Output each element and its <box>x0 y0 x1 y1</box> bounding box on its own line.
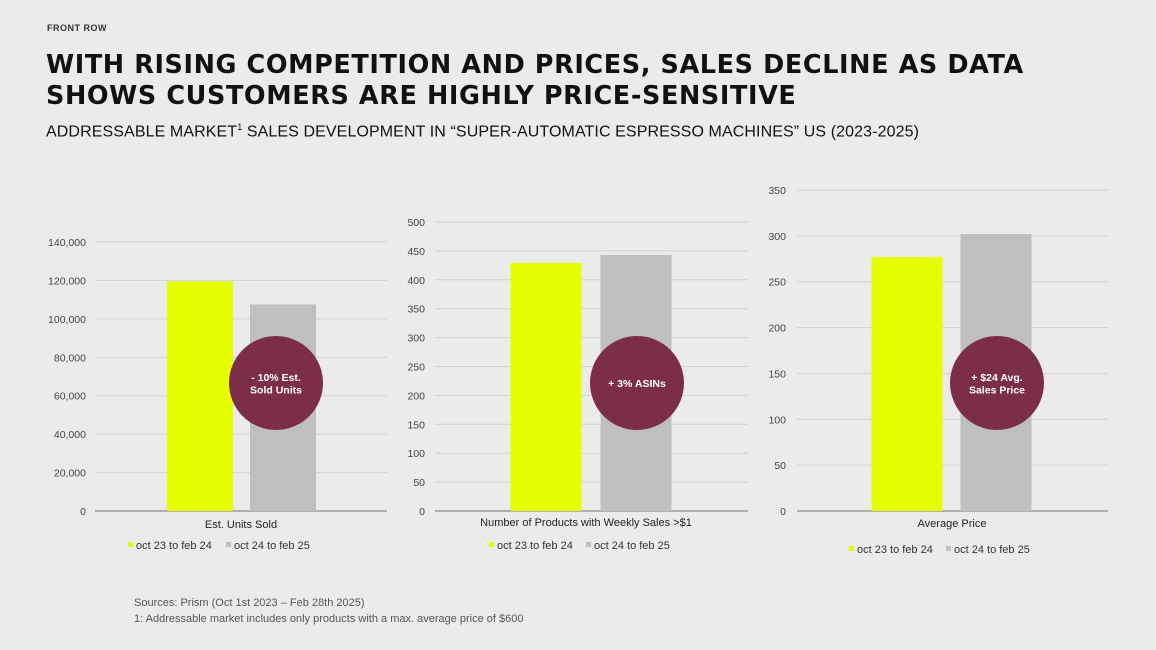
y-tick-label: 120,000 <box>48 275 86 287</box>
y-tick-label: 60,000 <box>54 391 86 403</box>
brand-label: FRONT ROW <box>47 23 107 33</box>
bar-oct23-feb24 <box>510 263 582 511</box>
legend-label: oct 24 to feb 25 <box>954 544 1030 556</box>
legend-swatch <box>489 542 494 547</box>
sources-note: Sources: Prism (Oct 1st 2023 – Feb 28th … <box>134 597 365 609</box>
annotation-circle <box>590 336 684 430</box>
y-tick-label: 300 <box>407 333 425 345</box>
y-tick-label: 40,000 <box>54 429 86 441</box>
y-tick-label: 0 <box>780 506 786 518</box>
market-footnote: 1: Addressable market includes only prod… <box>134 613 524 625</box>
page-title: WITH RISING COMPETITION AND PRICES, SALE… <box>46 50 1024 111</box>
footnote-marker: 1 <box>237 122 243 132</box>
legend-swatch <box>586 542 591 547</box>
y-tick-label: 50 <box>774 460 786 472</box>
legend-swatch <box>946 546 951 551</box>
bar-oct23-feb24 <box>871 256 943 511</box>
chart-1: 0 20,000 40,000 60,000 80,000 100,000 120,000 1… <box>48 237 387 552</box>
chart-2: 0 50 100 150 200 250 300 350 400 450 500 Number of … <box>407 217 748 552</box>
y-tick-label: 300 <box>768 231 786 243</box>
y-tick-label: 0 <box>419 506 425 518</box>
y-tick-label: 100,000 <box>48 314 86 326</box>
annotation-label: Sales Price <box>969 384 1025 396</box>
y-tick-label: 500 <box>407 217 425 229</box>
legend-label: oct 23 to feb 24 <box>857 544 933 556</box>
annotation-circle <box>950 336 1044 430</box>
y-tick-label: 150 <box>407 419 425 431</box>
legend-swatch <box>849 546 854 551</box>
y-tick-label: 140,000 <box>48 237 86 249</box>
category-label: Number of Products with Weekly Sales >$1 <box>480 517 692 529</box>
y-tick-label: 350 <box>768 185 786 197</box>
annotation-label: + 3% ASINs <box>608 378 666 390</box>
legend-label: oct 24 to feb 25 <box>234 540 310 552</box>
category-label: Average Price <box>918 518 987 530</box>
annotation-label: + $24 Avg. <box>971 372 1023 384</box>
y-tick-label: 150 <box>768 368 786 380</box>
y-tick-label: 250 <box>768 277 786 289</box>
legend-label: oct 24 to feb 25 <box>594 540 670 552</box>
legend-label: oct 23 to feb 24 <box>136 540 212 552</box>
y-tick-label: 200 <box>768 323 786 335</box>
chart-3: 0 50 100 150 200 250 300 350 Average Price oct 23… <box>768 185 1108 556</box>
y-tick-label: 350 <box>407 304 425 316</box>
category-label: Est. Units Sold <box>205 519 277 531</box>
subtitle-text-rest: SALES DEVELOPMENT IN “SUPER-AUTOMATIC ES… <box>242 123 920 141</box>
y-tick-label: 200 <box>407 390 425 402</box>
y-tick-label: 0 <box>80 506 86 518</box>
y-tick-label: 100 <box>768 414 786 426</box>
legend-label: oct 23 to feb 24 <box>497 540 573 552</box>
y-tick-label: 400 <box>407 275 425 287</box>
annotation-label: - 10% Est. <box>251 372 301 384</box>
footnotes: Sources: Prism (Oct 1st 2023 – Feb 28th … <box>134 595 524 627</box>
legend-swatch <box>128 542 133 547</box>
annotation-label: Sold Units <box>250 384 302 396</box>
y-tick-label: 20,000 <box>54 468 86 480</box>
bar-oct23-feb24 <box>167 281 233 511</box>
subtitle-text: ADDRESSABLE MARKET <box>46 123 238 141</box>
y-tick-label: 450 <box>407 246 425 258</box>
y-tick-label: 50 <box>413 477 425 489</box>
y-tick-label: 100 <box>407 448 425 460</box>
y-tick-label: 80,000 <box>54 352 86 364</box>
annotation-circle <box>229 336 323 430</box>
legend-swatch <box>226 542 231 547</box>
page-subtitle: ADDRESSABLE MARKET1 SALES DEVELOPMENT IN… <box>46 122 919 141</box>
y-tick-label: 250 <box>407 362 425 374</box>
